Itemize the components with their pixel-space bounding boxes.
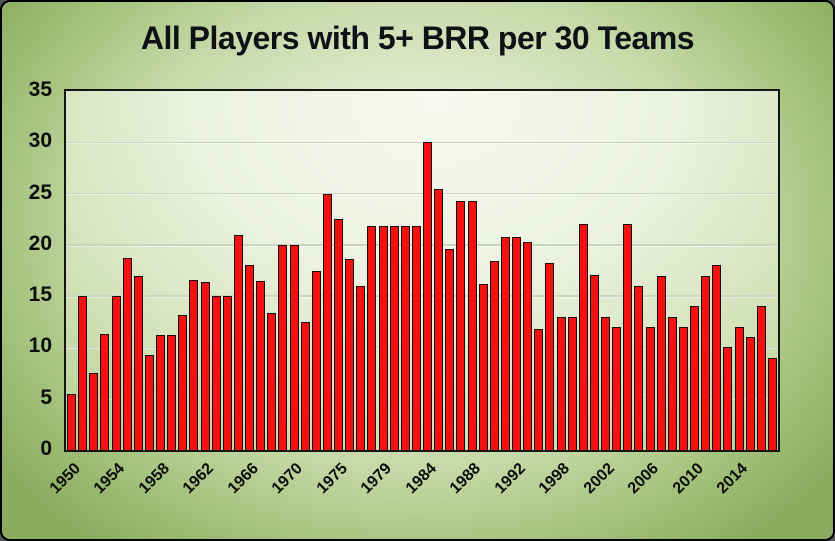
bar-2009	[678, 326, 688, 450]
x-axis-tick-label-2006: 2006	[624, 460, 663, 498]
bar-2016	[756, 306, 766, 450]
y-axis-tick-label-20: 20	[28, 231, 52, 255]
bar-1992	[512, 236, 522, 450]
bar-1966	[245, 265, 255, 450]
gridline-15	[66, 295, 778, 297]
x-axis-tick-label-1950: 1950	[46, 460, 84, 498]
bar-1985	[434, 189, 444, 450]
bar-1957	[144, 354, 154, 450]
bar-2011	[701, 275, 711, 450]
x-axis-tick-label-2014: 2014	[713, 460, 752, 498]
bar-1989	[478, 283, 488, 450]
bar-1961	[189, 279, 199, 450]
x-axis-tick-label-1958: 1958	[135, 460, 173, 498]
bar-1964	[222, 296, 232, 450]
bar-1968	[267, 312, 277, 450]
bar-1960	[178, 314, 188, 450]
x-axis-tick-label-1992: 1992	[491, 460, 529, 498]
gridline-30	[66, 141, 778, 143]
x-axis-tick-label-2002: 2002	[580, 460, 618, 498]
gridline-20	[66, 244, 778, 246]
bar-1976	[345, 259, 355, 450]
bar-2014	[734, 326, 744, 450]
y-axis-tick-label-15: 15	[28, 283, 52, 307]
bar-1983	[411, 226, 421, 450]
bar-1954	[111, 296, 121, 450]
x-axis-tick-label-1970: 1970	[268, 460, 307, 498]
x-axis-tick-label-1966: 1966	[224, 460, 262, 498]
x-axis-tick-label-1988: 1988	[446, 460, 485, 498]
bar-1979	[378, 226, 388, 450]
bar-1971	[300, 321, 310, 450]
gridline-25	[66, 192, 778, 195]
y-axis-tick-label-5: 5	[40, 385, 52, 409]
bar-1969	[278, 244, 288, 450]
bar-1991	[500, 236, 510, 450]
x-axis-tick-label-1984: 1984	[402, 460, 440, 498]
bar-1990	[489, 261, 499, 450]
bar-1953	[100, 334, 110, 450]
bar-1974	[322, 193, 332, 450]
bar-1993	[523, 241, 533, 450]
bar-1996	[534, 328, 544, 450]
bar-2004	[623, 224, 633, 450]
plot-area	[64, 89, 780, 452]
bar-2017	[767, 357, 777, 450]
y-axis-tick-label-25: 25	[28, 180, 52, 204]
bar-2012	[712, 265, 722, 450]
x-axis-tick-label-2010: 2010	[669, 460, 707, 498]
bar-2003	[612, 326, 622, 450]
bar-1955	[122, 258, 132, 450]
bar-1952	[89, 373, 99, 450]
bar-1998	[556, 316, 566, 450]
bar-1962	[200, 281, 210, 450]
bar-1980	[389, 226, 399, 450]
y-axis-tick-label-10: 10	[28, 334, 52, 358]
bar-1963	[211, 296, 221, 450]
y-axis-tick-label-0: 0	[40, 437, 52, 460]
bar-1986	[445, 248, 455, 450]
bar-2007	[656, 275, 666, 450]
bar-2005	[634, 285, 644, 450]
bar-1970	[289, 244, 299, 450]
bar-1958	[156, 335, 166, 450]
x-axis-tick-label-1954: 1954	[90, 460, 129, 498]
bar-1959	[167, 335, 177, 450]
bar-1984	[423, 142, 433, 450]
bar-1977	[356, 285, 366, 450]
bar-1965	[233, 234, 243, 450]
gridline-5	[66, 398, 778, 400]
bar-1982	[400, 226, 410, 450]
bar-2013	[723, 347, 733, 450]
bar-1988	[467, 200, 477, 450]
bar-2006	[645, 326, 655, 450]
bar-2015	[745, 337, 755, 450]
x-axis-tick-label-1979: 1979	[357, 460, 396, 498]
bar-1951	[78, 296, 88, 450]
bar-2010	[690, 306, 700, 450]
bar-1956	[133, 275, 143, 450]
y-axis-tick-label-30: 30	[28, 129, 52, 153]
gridline-10	[66, 346, 778, 349]
bar-1999	[567, 316, 577, 450]
chart-title: All Players with 5+ BRR per 30 Teams	[140, 20, 695, 56]
bar-2000	[578, 224, 588, 450]
bar-1997	[545, 263, 555, 450]
bar-1973	[311, 270, 321, 450]
y-axis-tick-label-35: 35	[28, 78, 52, 101]
x-axis-tick-label-1962: 1962	[179, 460, 218, 498]
x-axis-tick-label-1975: 1975	[313, 460, 351, 498]
bar-2002	[601, 316, 611, 450]
bar-2001	[589, 274, 599, 450]
x-axis-tick-label-1998: 1998	[535, 460, 574, 498]
bar-1987	[456, 200, 466, 450]
bar-1967	[256, 280, 266, 450]
bar-1950	[67, 393, 77, 450]
bar-1975	[334, 219, 344, 450]
bar-1978	[367, 226, 377, 450]
bar-2008	[667, 316, 677, 450]
